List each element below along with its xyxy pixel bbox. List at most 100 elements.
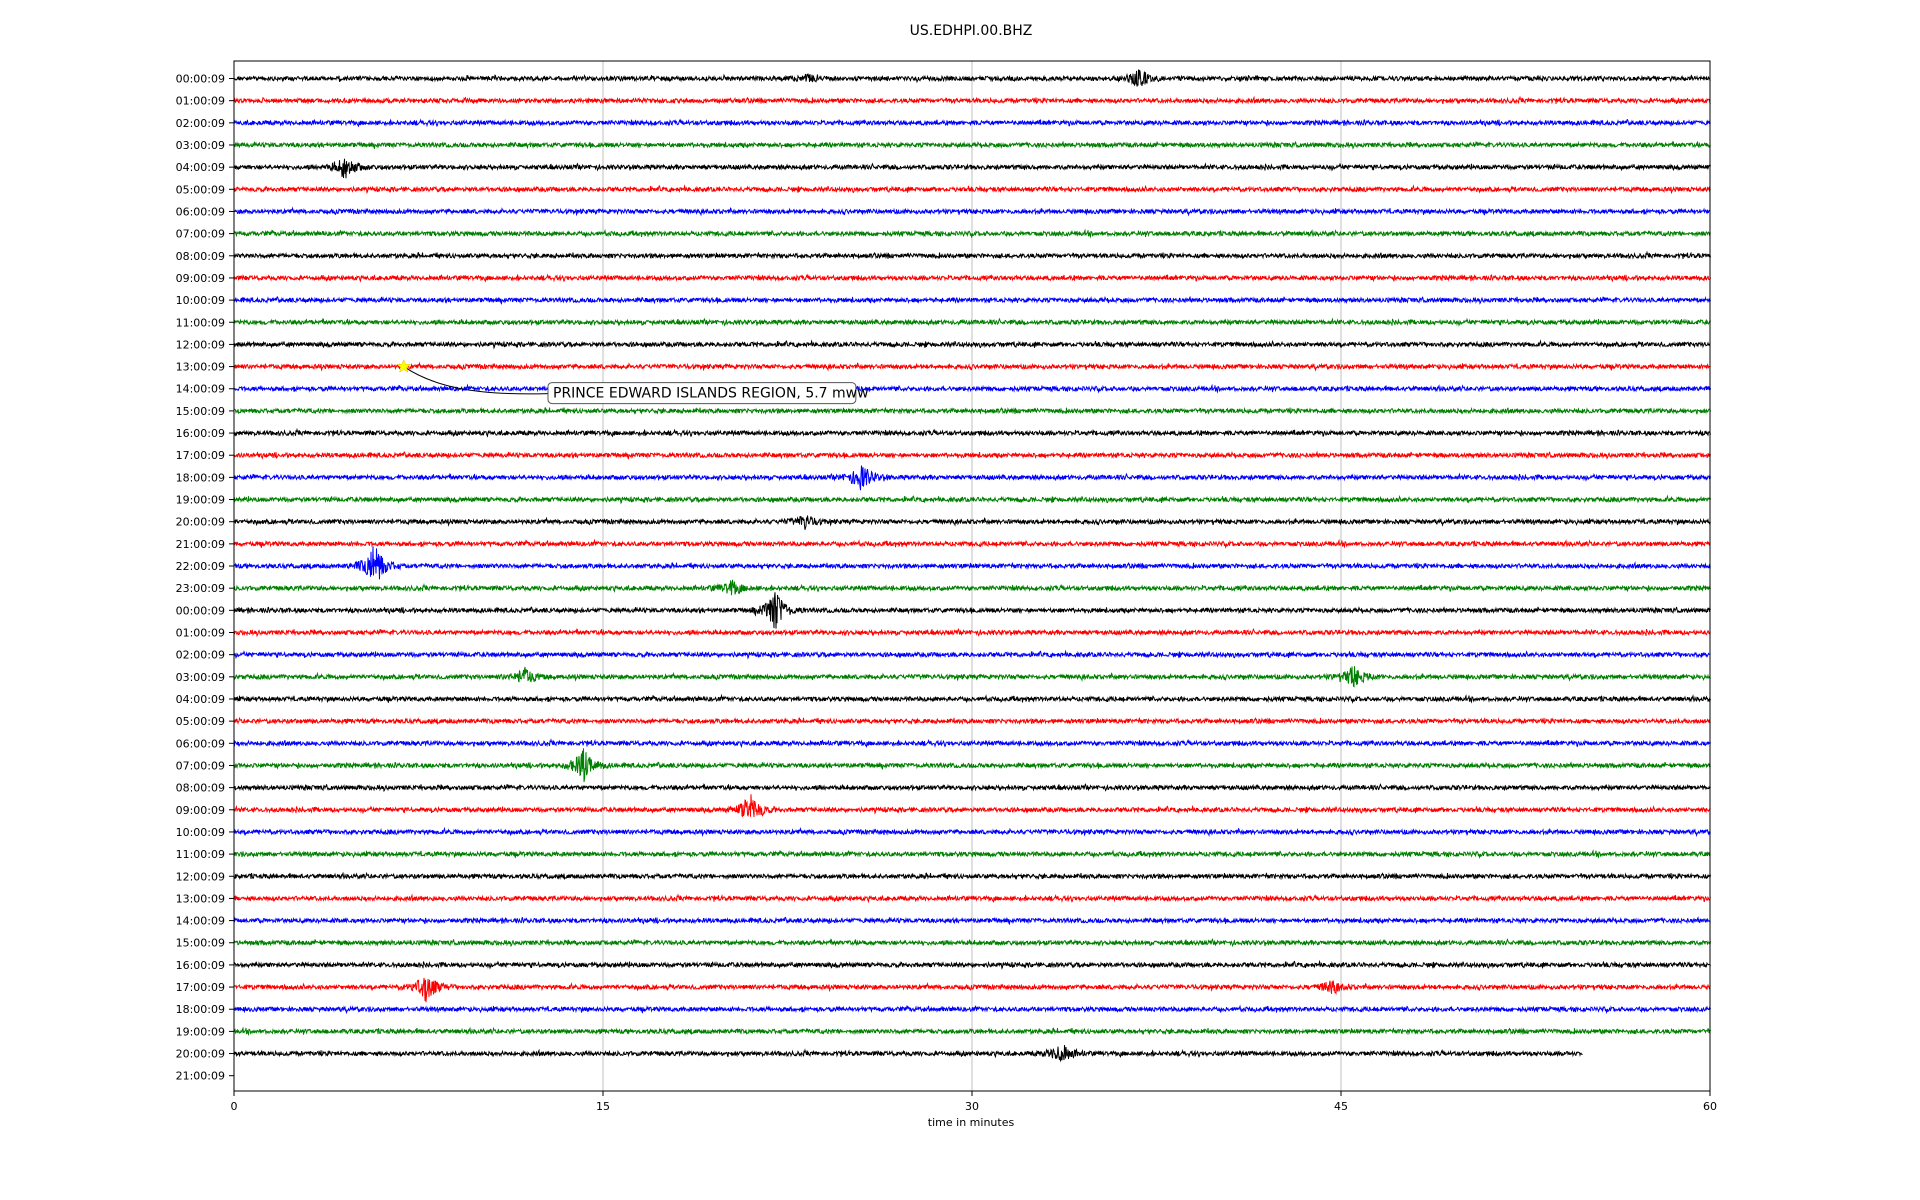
y-tick-label: 02:00:09 [176,649,225,662]
y-tick-label: 19:00:09 [176,1025,225,1038]
y-tick-label: 20:00:09 [176,516,225,529]
trace-row-23 [233,579,1711,596]
y-tick-label: 04:00:09 [176,161,225,174]
trace-row-32 [233,783,1711,793]
y-tick-label: 03:00:09 [176,139,225,152]
trace-row-21 [233,538,1711,549]
y-tick-label: 11:00:09 [176,316,225,329]
event-annotation: PRINCE EDWARD ISLANDS REGION, 5.7 mww [396,358,869,405]
y-tick-label: 10:00:09 [176,826,225,839]
y-tick-labels: 00:00:09 01:00:09 02:00:09 03:00:09 04:00:09… [176,73,234,1083]
y-tick-label: 14:00:09 [176,383,225,396]
y-tick-label: 17:00:09 [176,981,225,994]
trace-row-2 [233,118,1711,128]
trace-row-43 [233,1026,1711,1037]
y-tick-label: 16:00:09 [176,959,225,972]
trace-row-15 [233,406,1711,415]
trace-row-26 [233,649,1711,660]
trace-row-18 [233,465,1711,491]
trace-row-0 [233,69,1711,87]
y-tick-label: 21:00:09 [176,538,225,551]
y-tick-label: 13:00:09 [176,361,225,374]
y-tick-label: 12:00:09 [176,870,225,883]
trace-row-44 [233,1045,1583,1063]
y-tick-label: 14:00:09 [176,915,225,928]
trace-row-29 [233,716,1711,726]
y-tick-label: 22:00:09 [176,560,225,573]
y-tick-label: 05:00:09 [176,715,225,728]
y-tick-label: 20:00:09 [176,1048,225,1061]
trace-row-4 [233,158,1711,179]
trace-row-14 [233,383,1711,394]
trace-row-28 [233,693,1711,704]
y-tick-label: 17:00:09 [176,449,225,462]
y-tick-label: 02:00:09 [176,117,225,130]
x-tick-label: 45 [1334,1100,1348,1113]
trace-row-41 [233,977,1711,1003]
trace-row-27 [233,666,1711,688]
trace-row-35 [233,849,1711,860]
annotation-connector [403,366,549,395]
annotation-text: PRINCE EDWARD ISLANDS REGION, 5.7 mww [553,386,869,402]
trace-row-33 [233,794,1711,818]
trace-row-31 [233,748,1711,783]
x-axis-label: time in minutes [928,1116,1015,1129]
trace-row-12 [233,339,1711,350]
trace-row-16 [233,427,1711,438]
trace-row-11 [233,317,1711,327]
trace-row-42 [233,1004,1711,1015]
y-tick-label: 05:00:09 [176,183,225,196]
y-tick-label: 18:00:09 [176,1003,225,1016]
y-tick-label: 15:00:09 [176,405,225,418]
y-tick-label: 00:00:09 [176,73,225,86]
y-tick-label: 15:00:09 [176,937,225,950]
y-tick-label: 21:00:09 [176,1070,225,1083]
trace-row-19 [233,494,1711,505]
x-tick-label: 60 [1703,1100,1717,1113]
y-tick-label: 16:00:09 [176,427,225,440]
y-tick-label: 19:00:09 [176,494,225,507]
plot-frame [233,60,1711,1092]
x-tick-label: 0 [231,1100,238,1113]
trace-row-40 [233,959,1711,970]
y-tick-label: 09:00:09 [176,804,225,817]
y-tick-label: 01:00:09 [176,627,225,640]
trace-row-3 [233,140,1711,150]
trace-row-6 [233,206,1711,217]
y-tick-label: 03:00:09 [176,671,225,684]
trace-group [233,69,1711,1063]
trace-row-5 [233,184,1711,195]
trace-row-13 [233,361,1711,372]
trace-row-34 [233,826,1711,838]
y-tick-label: 09:00:09 [176,272,225,285]
trace-row-25 [233,627,1711,638]
event-star-marker [396,358,412,373]
y-tick-label: 00:00:09 [176,604,225,617]
y-tick-label: 11:00:09 [176,848,225,861]
trace-row-36 [233,871,1711,881]
trace-row-1 [233,95,1711,105]
y-tick-label: 07:00:09 [176,228,225,241]
trace-row-38 [233,916,1711,926]
x-tick-label: 30 [965,1100,979,1113]
y-tick-label: 13:00:09 [176,892,225,905]
y-tick-label: 06:00:09 [176,737,225,750]
trace-row-17 [233,450,1711,460]
trace-row-8 [233,250,1711,260]
y-tick-label: 23:00:09 [176,582,225,595]
y-tick-label: 12:00:09 [176,338,225,351]
trace-row-24 [233,592,1711,629]
trace-row-10 [233,295,1711,305]
y-tick-label: 18:00:09 [176,471,225,484]
y-tick-label: 08:00:09 [176,250,225,263]
y-tick-label: 08:00:09 [176,782,225,795]
trace-row-7 [233,228,1711,239]
y-tick-label: 10:00:09 [176,294,225,307]
annotation-box [547,382,857,405]
chart-title: US.EDHPI.00.BHZ [910,23,1033,39]
trace-row-37 [233,893,1711,904]
x-tick-label: 15 [596,1100,610,1113]
trace-row-9 [233,273,1711,283]
